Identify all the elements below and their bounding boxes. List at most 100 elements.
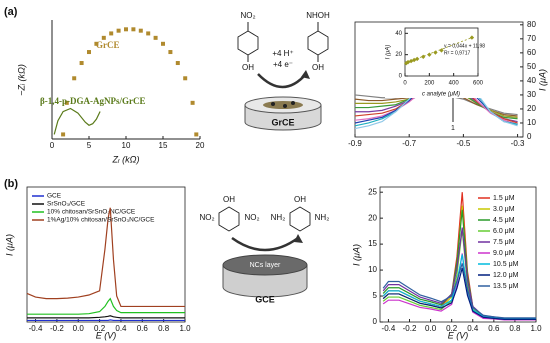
- group-label: OH: [242, 63, 254, 72]
- panel-label: (b): [4, 178, 18, 190]
- scheme-a: NO₂ OH NHOH OH +4 H⁺ +4 e⁻ GrCE: [237, 11, 330, 131]
- annotation: R² = 0,9717: [444, 50, 470, 56]
- data-point: [421, 54, 426, 59]
- legend-label: 10.5 μM: [493, 261, 519, 268]
- x-tick-label: 5: [87, 141, 92, 150]
- x-axis-label: c analyte (μM): [422, 92, 460, 98]
- legend-label: 6.0 μM: [493, 228, 515, 235]
- scheme-b: OH NO₂ NO₂ OH NH₂ NH₂ NCs layer GCE: [199, 195, 329, 304]
- electrode-label: GrCE: [271, 117, 294, 127]
- data-point: [138, 28, 143, 33]
- data-point: [175, 61, 180, 66]
- y-tick-label: 60: [527, 48, 536, 57]
- x-tick-label: 0.6: [137, 324, 149, 333]
- arrow-head: [301, 70, 310, 79]
- x-tick-label: -0.9: [348, 139, 362, 148]
- data-line: [27, 319, 185, 322]
- y-tick-label: 20: [527, 104, 536, 113]
- panel-label: (a): [4, 6, 18, 18]
- x-tick-label: 0.6: [488, 324, 500, 333]
- data-point: [168, 50, 173, 55]
- annotation: y = 0,044x + 11,98: [444, 43, 485, 49]
- data-line: [27, 315, 185, 319]
- y-tick-label: 80: [527, 20, 536, 29]
- legend-label: 1.5 μM: [493, 195, 515, 202]
- group-label: NHOH: [306, 11, 330, 20]
- x-tick-label: 400: [449, 81, 460, 87]
- nanoparticle: [271, 102, 275, 106]
- data-point: [61, 132, 66, 137]
- x-axis-label: E (V): [96, 330, 117, 340]
- legend-label: 3.0 μM: [493, 206, 515, 213]
- data-point: [109, 31, 114, 36]
- data-point: [131, 27, 136, 32]
- x-tick-label: -0.4: [29, 324, 43, 333]
- y-tick-label: 40: [395, 31, 402, 37]
- arrow-head: [294, 234, 303, 243]
- x-tick-label: 0.8: [509, 324, 521, 333]
- data-point: [405, 59, 411, 65]
- x-tick-label: 20: [196, 141, 205, 150]
- nanoparticle: [291, 101, 295, 105]
- series-label: β-1,4-p-DGA-AgNPs/GrCE: [40, 96, 145, 106]
- y-tick-label: 15: [368, 239, 377, 248]
- x-tick-label: -0.5: [456, 139, 470, 148]
- x-tick-label: 600: [473, 81, 484, 87]
- plot-frame: [26, 186, 186, 323]
- series-label: GrCE: [96, 40, 120, 50]
- group-label: OH: [312, 63, 324, 72]
- group-label: OH: [294, 195, 306, 204]
- legend-label: 1%Ag/10% chitosan/SrSnO₃NC/GCE: [47, 217, 155, 224]
- data-point: [87, 50, 91, 55]
- data-point: [427, 52, 432, 57]
- group-label: NO₂: [244, 213, 259, 222]
- y-tick-label: 25: [368, 187, 377, 196]
- y-tick-label: 10: [527, 118, 536, 127]
- x-tick-label: 0.2: [446, 324, 458, 333]
- x-tick-label: 0.0: [425, 324, 437, 333]
- y-tick-label: 30: [527, 90, 536, 99]
- x-tick-label: 0.0: [73, 324, 85, 333]
- electrode-label: GCE: [255, 294, 275, 304]
- group-label: NH₂: [315, 213, 330, 222]
- data-line: [53, 107, 101, 135]
- x-tick-label: 0.8: [158, 324, 170, 333]
- y-tick-label: 40: [527, 76, 536, 85]
- annotation: 1: [451, 125, 455, 132]
- legend-label: 7.5 μM: [493, 239, 515, 246]
- legend-label: 13.5 μM: [493, 283, 519, 290]
- x-tick-label: -0.4: [382, 324, 396, 333]
- electrode-surface: [263, 101, 303, 109]
- x-tick-label: 0: [403, 81, 407, 87]
- data-line: [382, 263, 536, 319]
- legend-label: 10% chitosan/SrSnO₃NC/GCE: [47, 209, 136, 216]
- x-tick-label: 1.0: [530, 324, 542, 333]
- x-tick-label: 200: [424, 81, 435, 87]
- x-tick-label: -0.7: [402, 139, 416, 148]
- data-point: [194, 132, 199, 137]
- data-point: [116, 28, 121, 33]
- plot-frame: [354, 21, 524, 138]
- x-tick-label: -0.2: [50, 324, 64, 333]
- legend-label: SrSnO₃/GCE: [47, 201, 86, 208]
- y-axis-label: −Zᵢ (kΩ): [16, 64, 26, 96]
- reagent-label: +4 e⁻: [273, 60, 293, 69]
- group-label: NO₂: [240, 11, 255, 20]
- y-tick-label: 70: [527, 34, 536, 43]
- data-point: [161, 41, 165, 46]
- plot-frame: [379, 186, 537, 323]
- x-tick-label: 15: [159, 141, 168, 150]
- legend-label: 12.0 μM: [493, 272, 519, 279]
- data-line: [382, 267, 536, 320]
- group-label: NH₂: [271, 213, 286, 222]
- electrode-top: [222, 254, 308, 276]
- benzene-ring: [218, 206, 240, 232]
- data-point: [94, 41, 99, 46]
- benzene-ring: [237, 30, 259, 56]
- benzene-ring: [307, 30, 329, 56]
- data-point: [183, 76, 188, 81]
- group-label: OH: [223, 195, 235, 204]
- y-axis-label: I (μA): [4, 234, 14, 256]
- data-point: [79, 61, 84, 66]
